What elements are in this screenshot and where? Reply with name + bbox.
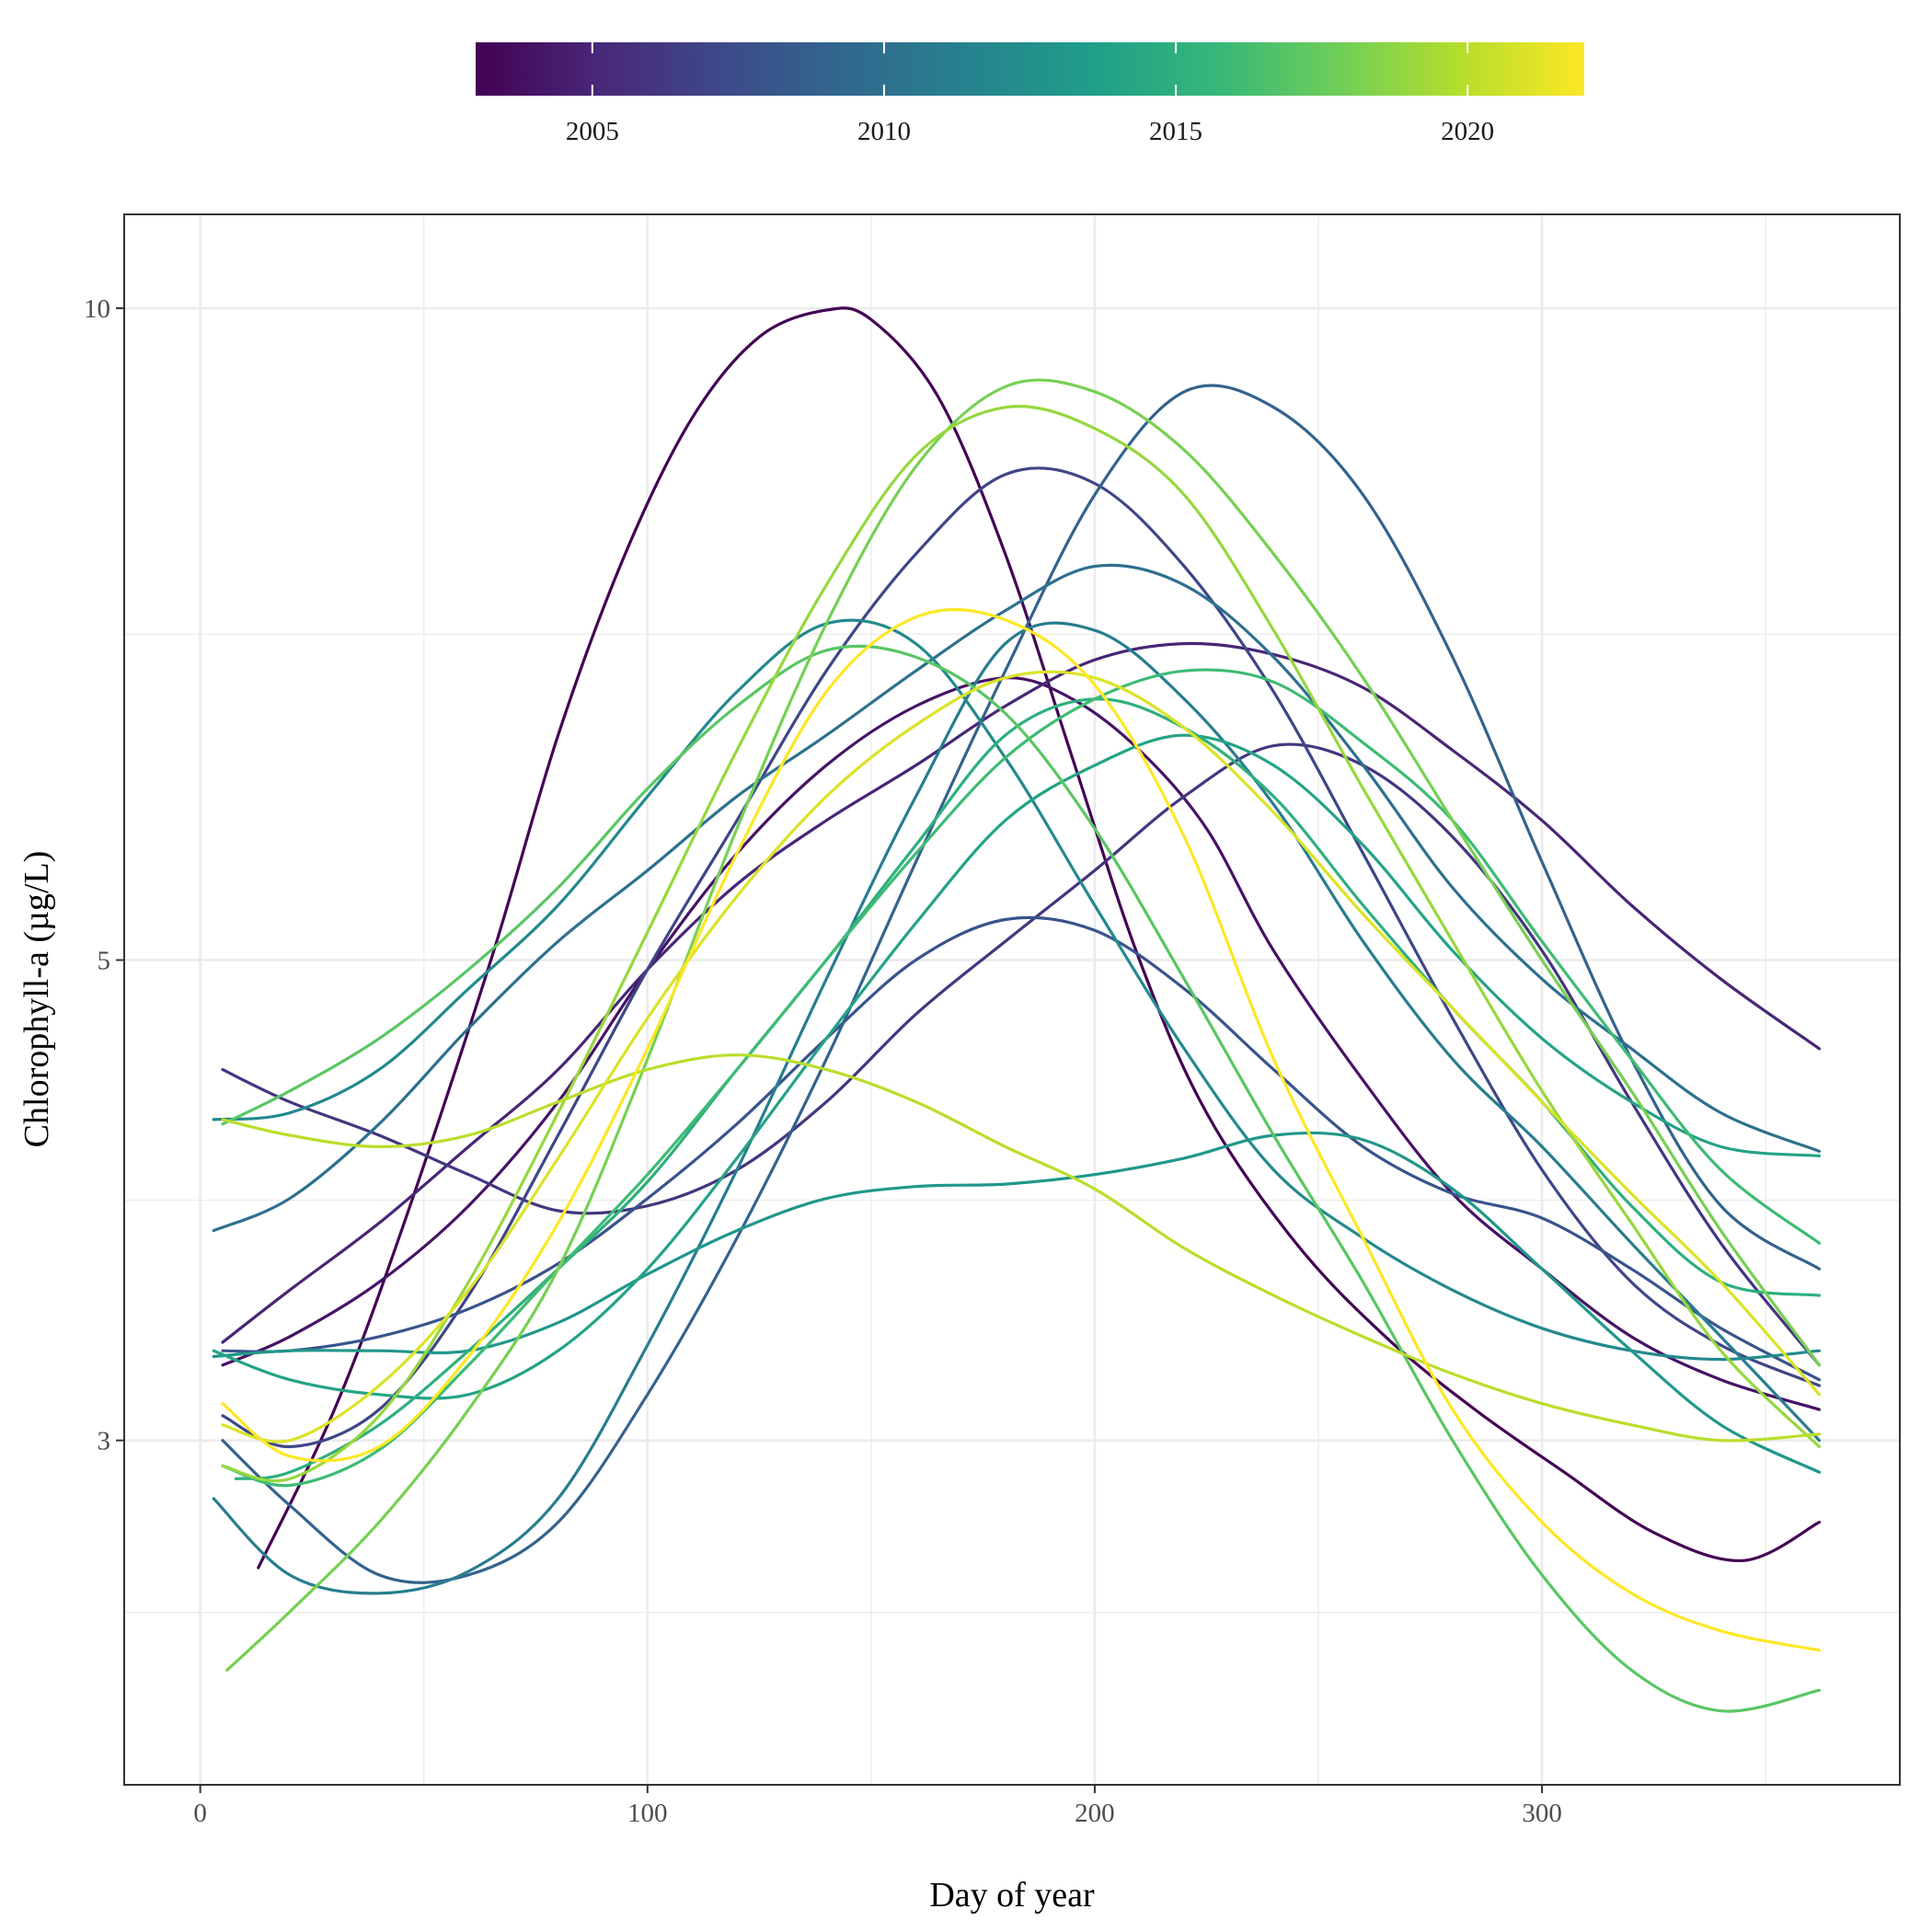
series-line-2021	[221, 670, 1822, 1443]
series-line-2017	[221, 644, 1822, 1713]
y-tick-label: 10	[84, 294, 110, 324]
plot-border	[123, 213, 1901, 1786]
x-tick-label: 200	[1075, 1799, 1115, 1828]
series-line-2003	[257, 306, 1822, 1570]
colorbar	[476, 42, 1584, 96]
colorbar-tick-label: 2010	[857, 117, 911, 146]
series-line-2014	[212, 733, 1822, 1400]
series-line-2009	[221, 384, 1822, 1584]
series-line-2019	[221, 405, 1822, 1483]
colorbar-tick-label: 2005	[566, 117, 619, 146]
colorbar-legend: 2005 2010 2015 2020	[476, 42, 1584, 146]
series-line-2011	[212, 621, 1822, 1595]
x-axis-title: Day of year	[929, 1876, 1095, 1915]
series-line-2013	[212, 1131, 1822, 1474]
series-lines	[212, 306, 1822, 1713]
series-line-2008	[221, 915, 1822, 1382]
series-line-2020	[221, 1053, 1822, 1443]
x-tick-label: 0	[193, 1799, 207, 1828]
colorbar-ticks: 2005 2010 2015 2020	[566, 42, 1494, 146]
axis-ticks: 0 100 200 300 3 5 10	[84, 294, 1562, 1828]
y-axis-title: Chlorophyll-a (µg/L)	[17, 851, 56, 1148]
colorbar-tick-label: 2015	[1149, 117, 1202, 146]
colorbar-tick-label: 2020	[1441, 117, 1494, 146]
series-line-2016	[221, 668, 1822, 1488]
series-line-2010	[212, 563, 1822, 1233]
plot-panel	[124, 214, 1900, 1785]
y-tick-label: 3	[98, 1427, 111, 1456]
grid-lines	[124, 214, 1900, 1785]
x-tick-label: 300	[1522, 1799, 1562, 1828]
series-line-2018	[225, 378, 1822, 1672]
series-line-2022	[221, 608, 1822, 1652]
y-tick-label: 5	[98, 947, 111, 976]
x-tick-label: 100	[627, 1799, 668, 1828]
